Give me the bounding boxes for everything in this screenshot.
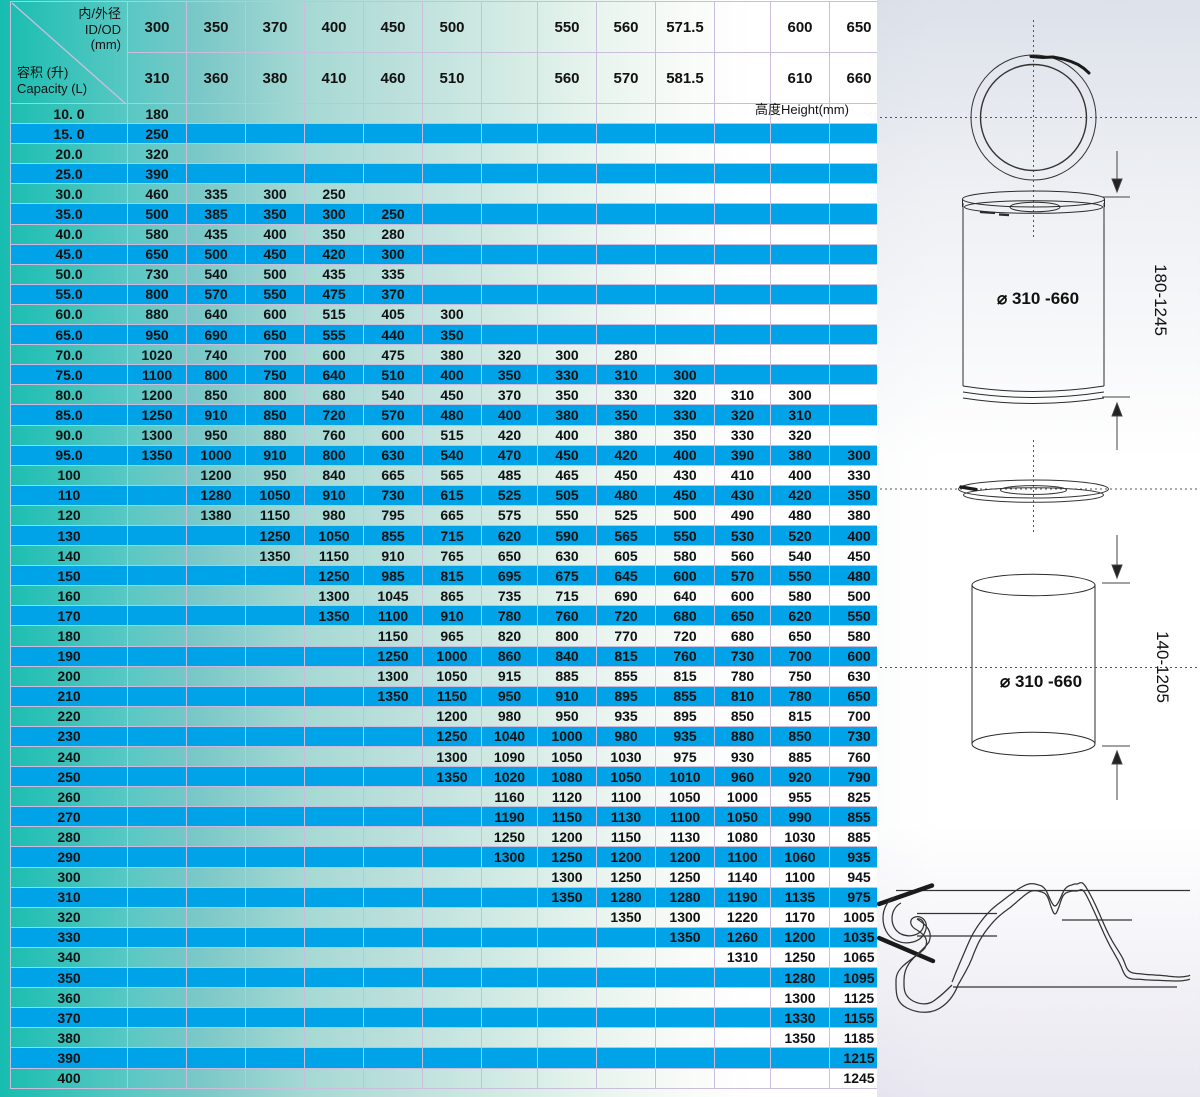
svg-text:⌀ 310 -660: ⌀ 310 -660 [997,289,1079,308]
svg-text:⌀ 310 -660: ⌀ 310 -660 [1000,672,1082,691]
svg-text:140-1205: 140-1205 [1153,631,1172,703]
svg-text:180-1245: 180-1245 [1151,264,1170,336]
